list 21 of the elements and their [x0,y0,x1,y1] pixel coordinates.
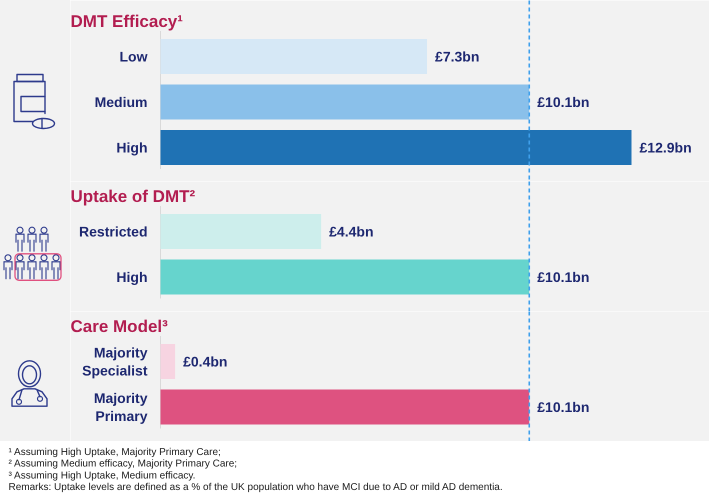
data-label: £0.4bn [183,354,228,370]
data-label: £4.4bn [329,224,374,240]
y-tick-label: Restricted [79,224,148,240]
text: ³ Assuming High Uptake, Medium efficacy. [8,470,196,482]
y-tick-label: Low [120,48,148,64]
data-label: £7.3bn [435,48,480,64]
text: ² Assuming Medium efficacy, Majority Primary Care; [8,458,238,470]
text: Remarks: Uptake levels are defined as a % of the UK population who have MCI due to AD or mild AD dementia. [8,482,503,494]
y-tick-label: High [116,140,148,156]
y-tick-label: High [116,269,148,285]
data-label: £12.9bn [640,140,692,156]
y-tick-label: Majority Specialist [82,344,148,379]
chart-title: Care Model³ [70,317,168,336]
text: ¹ Assuming High Uptake, Majority Primary Care; [8,447,221,458]
data-label: £10.1bn [537,399,590,415]
chart-title: Uptake of DMT² [70,187,196,206]
y-tick-label: Medium [94,94,148,110]
chart-title: DMT Efficacy¹ [70,12,184,31]
data-label: £10.1bn [537,269,590,285]
data-label: £10.1bn [537,94,590,110]
y-tick-label: Majority Primary [94,390,148,424]
